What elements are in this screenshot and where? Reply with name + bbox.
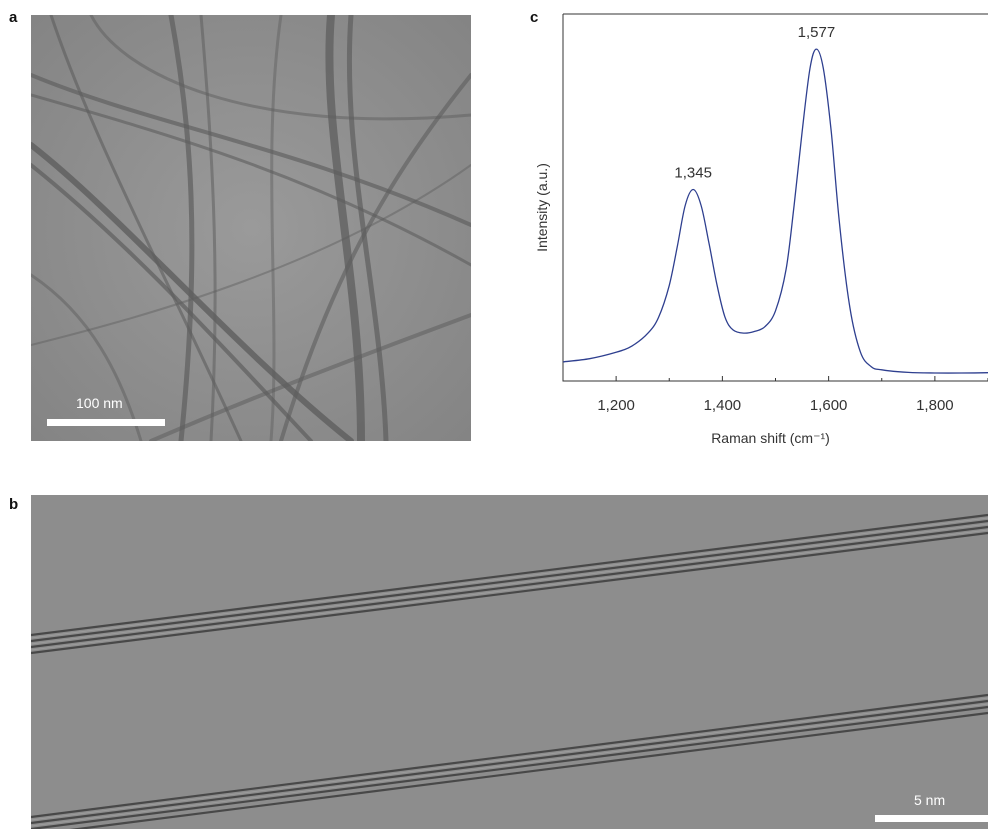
hrtem-micrograph-b: 5 nm: [31, 495, 988, 829]
scale-bar-label-a: 100 nm: [76, 395, 123, 411]
x-tick-label: 1,400: [704, 397, 742, 414]
tem-micrograph-a: 100 nm: [31, 15, 471, 441]
raman-spectrum-chart: 1,200 1,400 1,600 1,800 1,345 1,577 Raman shi…: [505, 0, 988, 460]
chart-axes: [562, 13, 988, 382]
y-axis-title: Intensity (a.u.): [534, 163, 550, 252]
panel-a-letter: a: [9, 9, 18, 26]
x-tick-label: 1,200: [597, 397, 635, 414]
raman-series-line: [562, 48, 988, 374]
scale-bar-b: [875, 815, 988, 822]
raman-chart-svg: 1,200 1,400 1,600 1,800 1,345 1,577 Raman shi…: [534, 13, 988, 446]
x-tick-label: 1,600: [810, 397, 848, 414]
chart-series: [562, 48, 988, 374]
scale-bar-label-b: 5 nm: [914, 792, 946, 808]
panel-b-letter: b: [9, 496, 19, 513]
x-axis-title: Raman shift (cm⁻¹): [711, 430, 830, 446]
x-ticks: 1,200 1,400 1,600 1,800: [597, 376, 988, 414]
peak-annotation: 1,345: [674, 165, 712, 182]
nanotube-bundles-image: [31, 15, 471, 441]
peak-annotation: 1,577: [798, 24, 836, 41]
nanotube-walls-image: [31, 495, 988, 829]
scale-bar-a: [47, 419, 165, 426]
chart-labels: 1,345 1,577 Raman shift (cm⁻¹) Intensity (a…: [534, 24, 835, 446]
axis-frame: [562, 14, 988, 382]
panel-c-letter: c: [530, 9, 539, 26]
x-tick-label: 1,800: [916, 397, 954, 414]
